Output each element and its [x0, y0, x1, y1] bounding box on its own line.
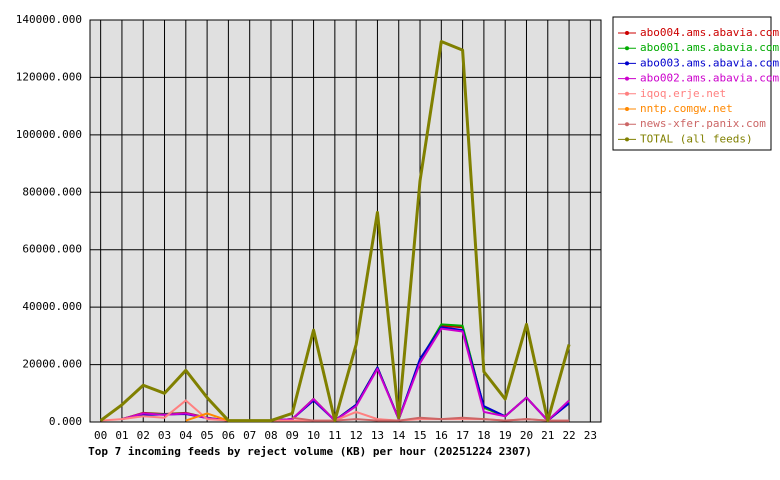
legend-label: nntp.comgw.net	[640, 102, 733, 115]
x-tick-label: 18	[477, 429, 490, 442]
y-tick-label: 60000.000	[22, 243, 82, 256]
x-tick-label: 04	[179, 429, 193, 442]
x-tick-label: 21	[541, 429, 554, 442]
x-tick-label: 05	[200, 429, 213, 442]
y-tick-label: 100000.000	[16, 128, 82, 141]
x-tick-label: 13	[371, 429, 384, 442]
series-line	[121, 327, 570, 422]
x-tick-label: 03	[158, 429, 171, 442]
legend-marker	[625, 61, 629, 66]
x-tick-label: 06	[222, 429, 235, 442]
series-line	[292, 416, 570, 422]
legend-label: abo002.ams.abavia.com	[640, 72, 779, 85]
x-tick-label: 09	[286, 429, 299, 442]
legend-label: abo003.ams.abavia.com	[640, 56, 779, 69]
x-tick-label: 12	[350, 429, 363, 442]
y-tick-label: 140000.000	[16, 13, 82, 26]
series-line	[185, 412, 229, 422]
x-tick-label: 00	[94, 429, 107, 442]
x-tick-label: 08	[264, 429, 277, 442]
x-tick-label: 11	[328, 429, 341, 442]
x-tick-label: 14	[392, 429, 406, 442]
plot-area	[90, 20, 601, 422]
y-tick-label: 40000.000	[22, 300, 82, 313]
x-tick-label: 01	[115, 429, 128, 442]
x-tick-label: 10	[307, 429, 320, 442]
legend-marker	[625, 46, 629, 51]
legend-marker	[625, 122, 629, 127]
legend-marker	[625, 91, 629, 96]
y-tick-label: 20000.000	[22, 358, 82, 371]
x-tick-label: 19	[499, 429, 512, 442]
legend-label: news-xfer.panix.com	[640, 117, 766, 130]
x-tick-label: 17	[456, 429, 469, 442]
legend-marker	[625, 31, 629, 35]
x-tick-label: 16	[435, 429, 448, 442]
legend-label: iqoq.erje.net	[640, 87, 726, 100]
y-tick-label: 80000.000	[22, 185, 82, 198]
plot-border	[89, 19, 602, 423]
legend-marker	[625, 137, 629, 142]
legend-marker	[625, 107, 629, 111]
legend-label: abo001.ams.abavia.com	[640, 41, 779, 54]
x-tick-label: 07	[243, 429, 256, 442]
x-tick-label: 15	[413, 429, 426, 442]
legend-label: abo004.ams.abavia.com	[640, 26, 779, 39]
x-tick-label: 23	[584, 429, 597, 442]
legend-label: TOTAL (all feeds)	[640, 132, 753, 145]
series-line	[99, 40, 571, 423]
y-tick-label: 120000.000	[16, 70, 82, 83]
y-tick-label: 0.000	[49, 415, 82, 428]
x-tick-label: 02	[137, 429, 150, 442]
x-tick-label: 20	[520, 429, 533, 442]
legend-box	[612, 16, 772, 151]
x-tick-label: 22	[562, 429, 575, 442]
chart-title: Top 7 incoming feeds by reject volume (K…	[88, 445, 532, 458]
legend-marker	[625, 76, 629, 81]
